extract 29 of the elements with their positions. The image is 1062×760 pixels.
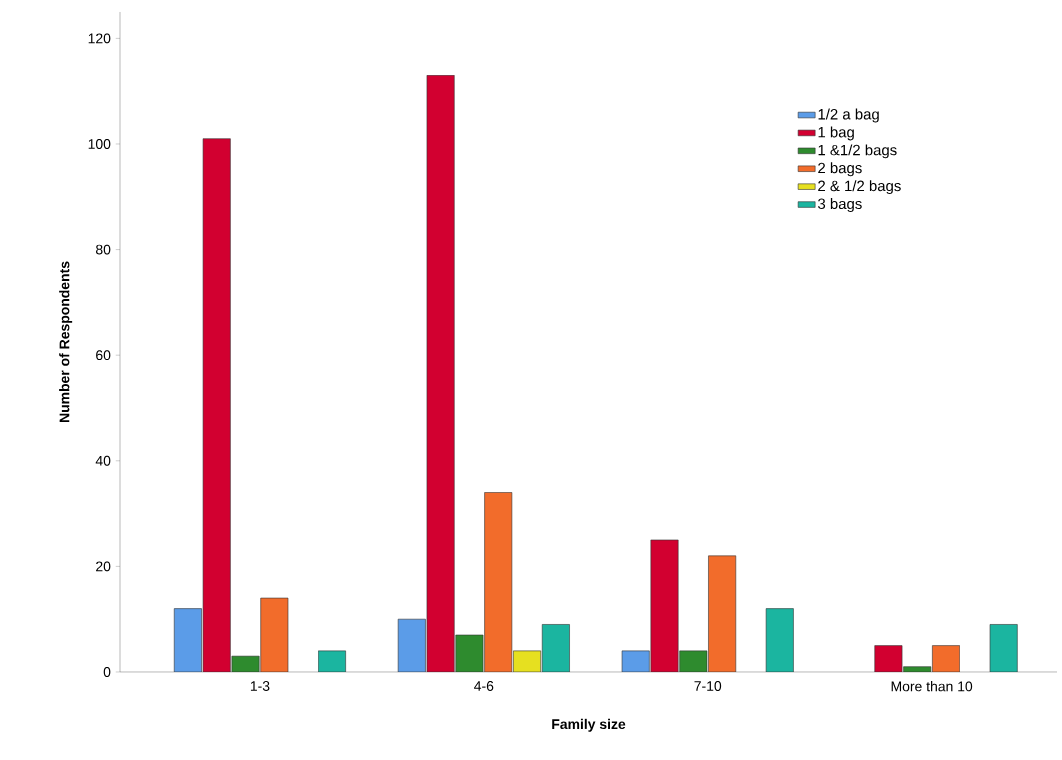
legend-label: 2 & 1/2 bags — [818, 180, 901, 195]
bar — [173, 608, 202, 672]
legend-label: 1/2 a bag — [818, 108, 879, 123]
x-tick-label: More than 10 — [891, 681, 973, 692]
y-tick-label: 120 — [88, 33, 111, 44]
legend-label: 1 &1/2 bags — [818, 144, 897, 159]
y-tick-label: 20 — [96, 561, 111, 572]
x-tick-label: 1-3 — [250, 681, 270, 691]
legend-label: 3 bags — [818, 198, 862, 213]
legend-label: 2 bags — [818, 162, 862, 177]
y-tick-label: 80 — [96, 244, 111, 255]
bar — [455, 634, 484, 672]
x-tick-label: 4-6 — [474, 681, 494, 691]
y-tick-label: 60 — [96, 350, 111, 361]
bar — [318, 650, 346, 672]
bar — [397, 618, 426, 672]
x-axis-title: Family size — [552, 718, 626, 732]
bar — [765, 608, 794, 672]
y-axis-title: Number of Respondents — [59, 261, 73, 423]
bar — [874, 645, 903, 672]
legend-label: 1 bag — [818, 126, 854, 141]
bar — [202, 138, 231, 672]
y-tick-label: 40 — [95, 455, 111, 466]
y-tick-label: 100 — [88, 139, 111, 149]
y-tick-label: 0 — [103, 667, 111, 677]
bar — [650, 539, 679, 672]
bar — [426, 75, 455, 672]
x-tick-label: 7-10 — [694, 681, 722, 691]
bar — [989, 624, 1018, 672]
